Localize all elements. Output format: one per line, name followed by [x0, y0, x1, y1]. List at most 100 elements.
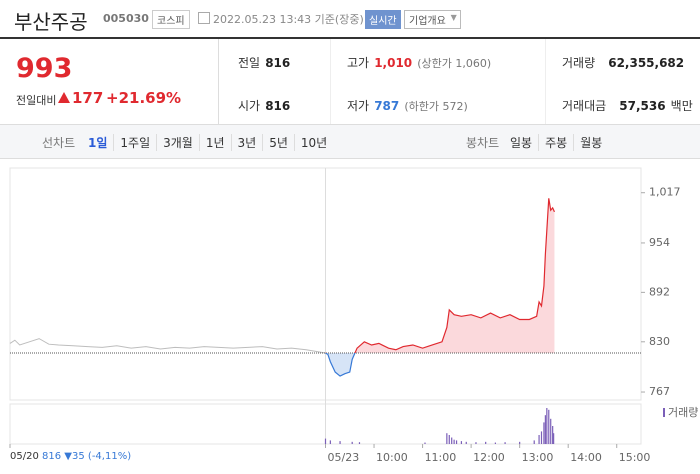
- x-tick-label: 14:00: [570, 451, 602, 464]
- stat-value: 787: [374, 99, 400, 113]
- tab-bar: 선차트 1일 1주일 3개월 1년 3년 5년 10년 봉차트 일봉 주봉 월봉: [0, 124, 700, 159]
- line-chart-label: 선차트: [42, 136, 76, 150]
- stat-note: (상한가 1,060): [417, 57, 492, 70]
- stat-note: (하한가 572): [404, 100, 468, 113]
- stat-value: 62,355,682: [608, 56, 685, 70]
- footer: 05/20 816 ▼35 (-4,11%): [10, 451, 131, 462]
- stat-unit: 백만: [670, 99, 693, 113]
- volume-bar: [485, 441, 487, 444]
- volume-bar: [451, 437, 453, 444]
- stat-label: 전일: [238, 56, 261, 70]
- footer-close: 816: [42, 451, 62, 462]
- stat-label: 시가: [238, 99, 261, 113]
- stat: 전일 816: [238, 52, 290, 71]
- tab[interactable]: 10년: [293, 134, 333, 151]
- volume-bar: [324, 438, 327, 444]
- divider: [330, 39, 331, 124]
- volume-bar: [548, 409, 550, 444]
- stat-label: 저가: [347, 99, 370, 113]
- line-tabs: 1일 1주일 3개월 1년 3년 5년 10년: [82, 134, 333, 151]
- company-info-label: 기업개요: [409, 16, 446, 27]
- volume-bar: [538, 435, 540, 444]
- company-info-button[interactable]: 기업개요 ▼: [404, 10, 461, 29]
- volume-bar: [446, 433, 448, 444]
- market-badge: 코스피: [152, 10, 190, 29]
- volume-bar: [552, 426, 554, 444]
- area-down: [325, 352, 355, 377]
- x-tick-label: 15:00: [619, 451, 651, 464]
- volume-legend-swatch: [663, 408, 665, 417]
- price: 993: [16, 53, 73, 84]
- y-tick-label: 767: [649, 385, 670, 398]
- stat: 거래량 62,355,682: [562, 52, 684, 71]
- dropdown-arrow: ▼: [450, 13, 457, 22]
- y-tick-label: 1,017: [649, 186, 681, 199]
- footer-date: 05/20: [10, 451, 39, 462]
- calendar-icon: [198, 12, 210, 24]
- volume-bar: [460, 441, 463, 444]
- stat-value: 816: [265, 56, 291, 70]
- volume-bar: [504, 442, 506, 444]
- stat: 거래대금 57,536 백만: [562, 95, 693, 114]
- stat-value: 816: [265, 99, 291, 113]
- tab[interactable]: 3년: [230, 134, 263, 151]
- header-rule: [0, 37, 700, 39]
- tab[interactable]: 일봉: [510, 136, 533, 150]
- change-label: 전일대비: [16, 94, 57, 107]
- area-up: [325, 198, 555, 353]
- stat: 시가 816: [238, 95, 290, 114]
- tab[interactable]: 주봉: [538, 134, 573, 151]
- up-arrow: [58, 92, 70, 103]
- price-line: [9, 338, 326, 354]
- timestamp: 2022.05.23 13:43 기준(장중): [213, 13, 364, 26]
- volume-bar: [358, 442, 361, 444]
- volume-bar: [351, 441, 353, 444]
- stock-code: 005030: [103, 12, 149, 25]
- stock-name: 부산주공: [14, 10, 88, 34]
- stat: 고가 1,010 (상한가 1,060): [347, 52, 491, 71]
- volume-bar: [553, 433, 555, 444]
- x-tick-label: 10:00: [376, 451, 408, 464]
- y-tick-label: 892: [649, 285, 670, 298]
- divider: [545, 39, 546, 124]
- tab[interactable]: 5년: [262, 134, 294, 151]
- price-line-down: [325, 352, 356, 377]
- volume-bar: [453, 439, 455, 444]
- volume-bar: [424, 442, 426, 444]
- x-tick-label: 13:00: [522, 451, 554, 464]
- footer-change: 35: [72, 451, 85, 462]
- quote-box: 993 전일대비 177 +21.69%: [0, 39, 219, 124]
- tab[interactable]: 1년: [198, 134, 231, 151]
- volume-bar: [339, 441, 341, 444]
- volume-bar: [540, 431, 543, 444]
- volume-bar: [455, 440, 458, 444]
- volume-bar: [533, 440, 535, 444]
- volume-bar: [550, 418, 552, 444]
- stat-label: 고가: [347, 56, 370, 70]
- realtime-badge: 실시간: [365, 10, 401, 29]
- tab[interactable]: 1주일: [113, 134, 156, 151]
- volume-bar: [546, 408, 548, 444]
- tab[interactable]: 1일: [88, 136, 108, 150]
- volume-bar: [494, 442, 496, 444]
- candle-chart-label: 봉차트: [466, 136, 500, 150]
- footer-change-rate: (-4,11%): [87, 451, 132, 462]
- stat-value: 1,010: [374, 56, 413, 70]
- stat-value: 57,536: [619, 99, 666, 113]
- volume-bar: [475, 442, 477, 444]
- price-line-up: [325, 198, 556, 353]
- stat-label: 거래대금: [562, 99, 607, 113]
- stat: 저가 787 (하한가 572): [347, 95, 468, 114]
- change: 177: [72, 89, 104, 107]
- change-rate: +21.69%: [106, 89, 182, 107]
- x-tick-label: 12:00: [473, 451, 505, 464]
- volume-bar: [329, 440, 331, 444]
- stat-label: 거래량: [562, 56, 596, 70]
- volume-bar: [544, 415, 546, 444]
- candle-tabs: 일봉 주봉 월봉: [504, 134, 608, 151]
- down-arrow: ▼: [64, 451, 72, 462]
- volume-bar: [543, 422, 545, 444]
- tab[interactable]: 월봉: [573, 134, 608, 151]
- tab[interactable]: 3개월: [156, 134, 199, 151]
